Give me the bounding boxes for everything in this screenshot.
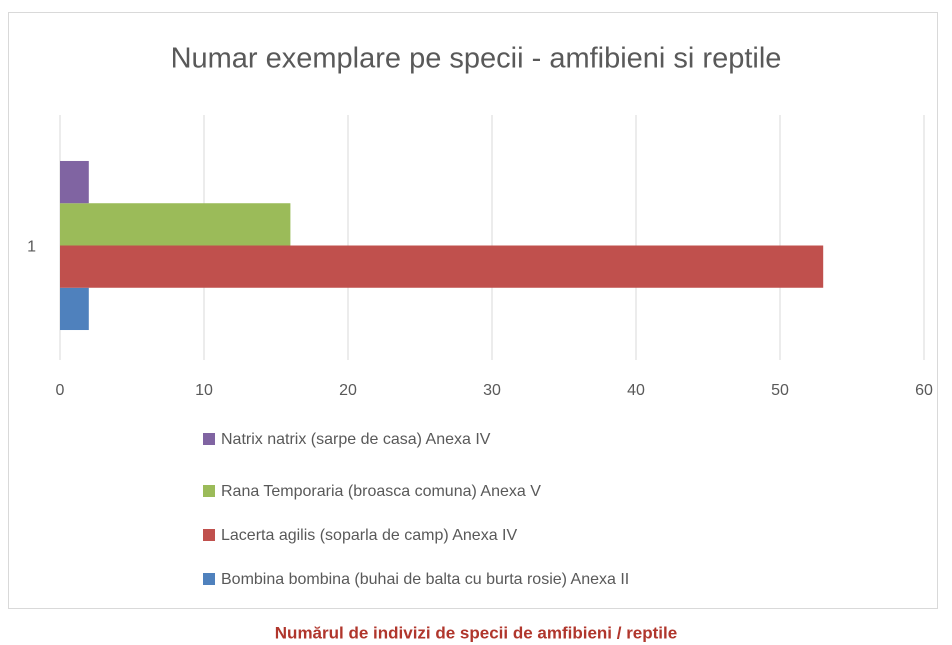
legend-label: Bombina bombina (buhai de balta cu burta… [221,571,629,588]
x-tick-label: 50 [771,382,789,399]
y-tick-label: 1 [27,239,36,256]
legend-swatch [203,485,215,497]
x-tick-label: 0 [56,382,65,399]
x-tick-label: 20 [339,382,357,399]
x-tick-label: 30 [483,382,501,399]
bar [60,203,291,246]
legend-label: Rana Temporaria (broasca comuna) Anexa V [221,483,541,500]
x-tick-label: 10 [195,382,213,399]
legend-label: Lacerta agilis (soparla de camp) Anexa I… [221,527,517,544]
legend-label: Natrix natrix (sarpe de casa) Anexa IV [221,431,491,448]
bar [60,287,89,331]
chart-border [8,12,938,609]
bar [60,160,89,204]
x-tick-label: 40 [627,382,645,399]
legend-swatch [203,573,215,585]
legend-swatch [203,433,215,445]
legend-swatch [203,529,215,541]
caption: Numărul de indivizi de specii de amfibie… [275,623,677,642]
chart-title: Numar exemplare pe specii - amfibieni si… [171,43,782,75]
bar [60,245,824,288]
x-tick-label: 60 [915,382,933,399]
